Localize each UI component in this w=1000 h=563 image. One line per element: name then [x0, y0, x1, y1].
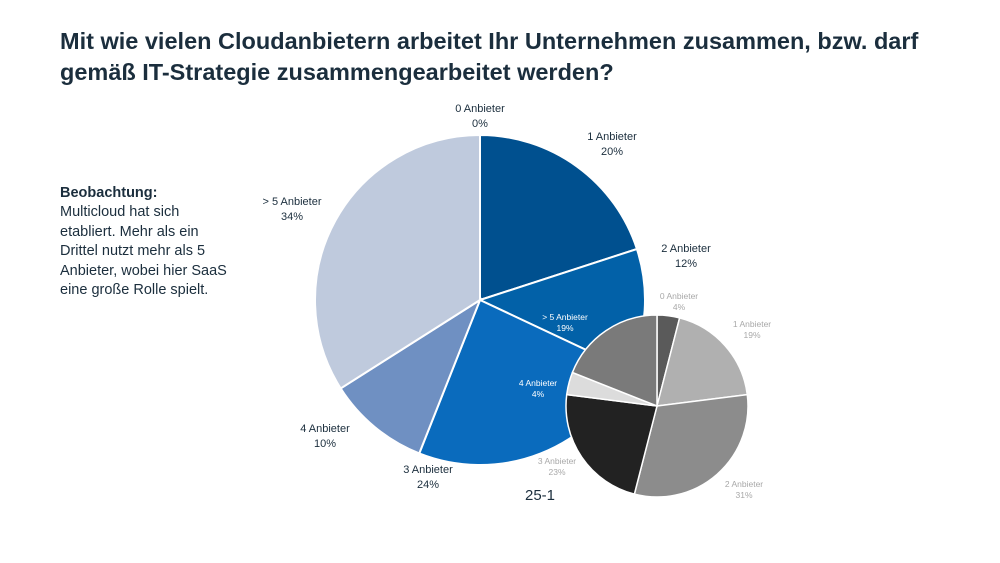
inset-category-label: 2 Anbieter	[725, 479, 763, 489]
main-category-label: 2 Anbieter	[661, 243, 711, 255]
main-category-label: 4 Anbieter	[300, 423, 350, 435]
main-label-2-anbieter: 2 Anbieter 12%	[661, 243, 711, 270]
main-value-label: 34%	[281, 211, 303, 223]
inset-label-gt-5-anbieter: > 5 Anbieter 19%	[542, 312, 588, 333]
main-category-label: 3 Anbieter	[403, 464, 453, 476]
inset-category-label: 4 Anbieter	[519, 378, 557, 388]
inset-value-label: 4%	[532, 389, 545, 399]
main-category-label: > 5 Anbieter	[262, 196, 321, 208]
observation-text: Multicloud hat sich etabliert. Mehr als …	[60, 204, 227, 299]
inset-label-1-anbieter: 1 Anbieter 19%	[733, 319, 771, 340]
inset-label-0-anbieter: 0 Anbieter 4%	[660, 291, 698, 312]
inset-label-3-anbieter: 3 Anbieter 23%	[538, 456, 576, 477]
inset-category-label: > 5 Anbieter	[542, 312, 588, 322]
inset-value-label: 19%	[556, 323, 573, 333]
main-category-label: 0 Anbieter	[455, 103, 505, 115]
main-slice-gt-5-anbieter	[314, 133, 481, 390]
inset-slice-3-anbieter	[565, 393, 658, 496]
inset-category-label: 3 Anbieter	[538, 456, 576, 466]
page-title: Mit wie vielen Cloudanbietern arbeitet I…	[60, 28, 919, 85]
inset-category-label: 0 Anbieter	[660, 291, 698, 301]
inset-slice-gt-5-anbieter	[571, 314, 658, 408]
inset-value-label: 4%	[673, 302, 686, 312]
main-label-0-anbieter: 0 Anbieter 0%	[455, 103, 505, 130]
main-category-label: 1 Anbieter	[587, 131, 637, 143]
main-slice-1-anbieter	[479, 133, 639, 302]
inset-label-2-anbieter: 2 Anbieter 31%	[725, 479, 763, 500]
main-value-label: 12%	[675, 258, 697, 270]
main-value-label: 20%	[601, 146, 623, 158]
main-value-label: 0%	[472, 118, 488, 130]
inset-slice-1-anbieter	[655, 316, 749, 407]
main-label-3-anbieter: 3 Anbieter 24%	[403, 464, 453, 491]
main-slice-4-anbieter	[339, 297, 483, 455]
main-label-4-anbieter: 4 Anbieter 10%	[300, 423, 350, 450]
main-value-label: 24%	[417, 479, 439, 491]
main-label-gt-5-anbieter: > 5 Anbieter 34%	[262, 196, 321, 223]
footer-code: 25-1	[525, 487, 556, 504]
main-pie-labels: 0 Anbieter 0% 1 Anbieter 20% 2 Anbieter 12% 3 …	[262, 103, 711, 491]
inset-label-4-anbieter: 4 Anbieter 4%	[519, 378, 557, 399]
inset-pie-labels: 0 Anbieter 4%1 Anbieter 19%2 Anbieter 31%3 …	[519, 291, 771, 500]
main-value-label: 10%	[314, 438, 336, 450]
inset-value-label: 19%	[743, 330, 760, 340]
inset-pie-chart	[565, 314, 749, 498]
inset-slice-2-anbieter	[633, 393, 749, 498]
observation-heading: Beobachtung:	[60, 185, 158, 201]
main-label-1-anbieter: 1 Anbieter 20%	[587, 131, 637, 158]
observation-box: Beobachtung: Multicloud hat sich etablie…	[60, 184, 235, 300]
inset-value-label: 31%	[735, 490, 752, 500]
inset-category-label: 1 Anbieter	[733, 319, 771, 329]
inset-value-label: 23%	[548, 467, 565, 477]
